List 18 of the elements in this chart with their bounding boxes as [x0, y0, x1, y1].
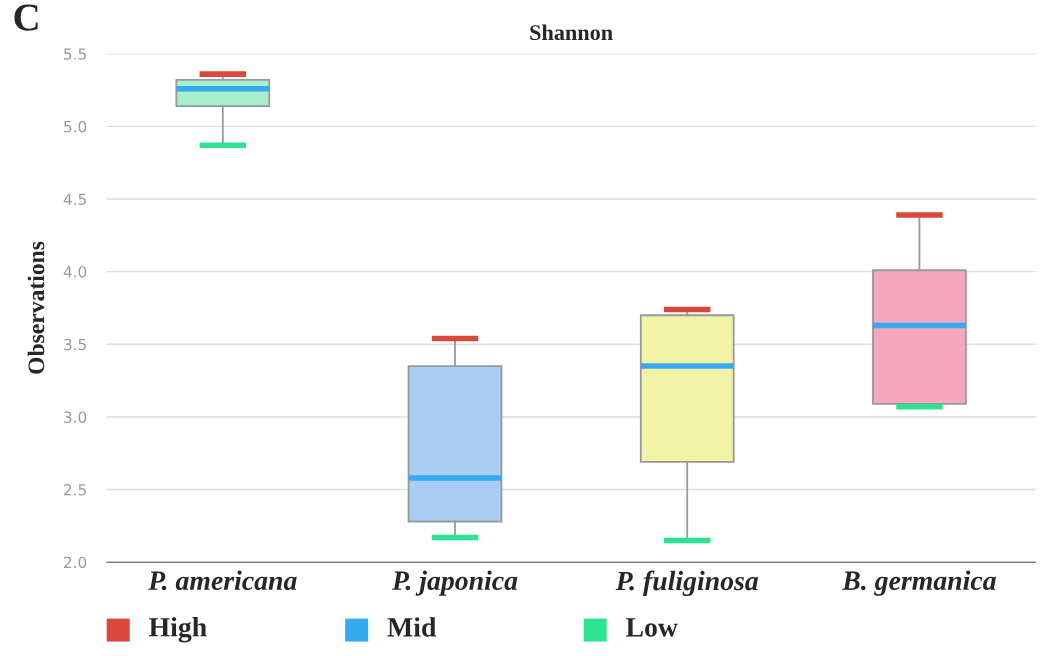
x-tick-label: P. japonica: [391, 570, 518, 596]
y-tick-label: 2.5: [64, 484, 86, 496]
text: C: [14, 4, 38, 31]
y-tick-label: 2.0: [64, 556, 87, 569]
y-tick-label: 3.5: [64, 338, 86, 351]
chart-title: Shannon: [530, 24, 613, 41]
x-tick-label: P. americana: [148, 570, 297, 591]
y-tick-label: 3.0: [64, 411, 87, 423]
x-tick-label: P. fuliginosa: [615, 570, 759, 596]
y-tick-label: 5.0: [64, 120, 87, 133]
text: High: [149, 617, 207, 643]
text: Low: [625, 618, 678, 637]
x-tick-label: B. germanica: [842, 570, 996, 596]
text: Mid: [387, 617, 437, 637]
y-tick-label: 5.5: [64, 48, 86, 60]
y-axis-title: Observations: [27, 241, 45, 374]
y-tick-label: 4.0: [63, 266, 87, 278]
y-tick-label: 4.5: [63, 193, 86, 206]
